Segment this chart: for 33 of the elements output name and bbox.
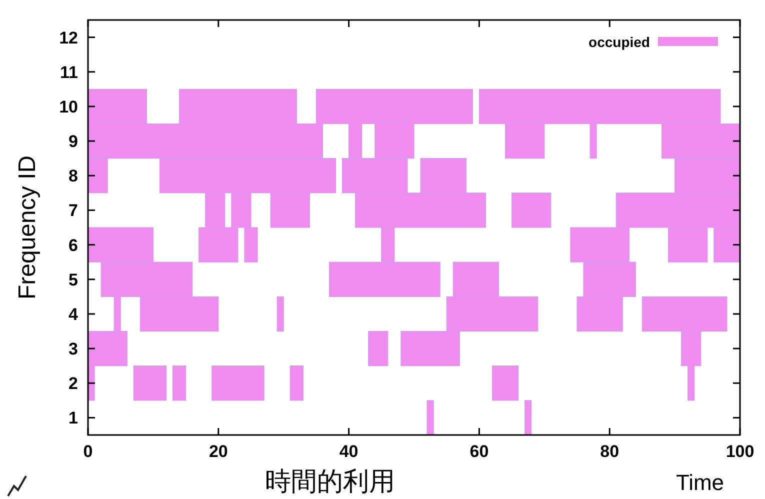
text: 時間的利用 (265, 466, 395, 496)
x-tick-label: 100 (726, 442, 754, 461)
bar (426, 400, 434, 436)
bar (212, 366, 264, 401)
bar (512, 192, 552, 228)
bar (276, 296, 284, 332)
bar (290, 366, 304, 401)
y-tick-label: 5 (68, 270, 78, 290)
x-tick-label: 40 (339, 442, 358, 461)
x-tick-label: 60 (470, 442, 489, 461)
legend-label: occupied (588, 34, 650, 50)
y-tick-label: 9 (68, 132, 78, 152)
x-axis-title: Time (676, 470, 724, 495)
y-tick-label: 11 (60, 62, 78, 82)
y-tick-label: 4 (68, 304, 79, 324)
y-tick-label: 10 (59, 97, 78, 116)
y-tick-label: 7 (68, 201, 78, 220)
x-tick-label: 80 (600, 442, 620, 461)
x-tick-label: 20 (208, 442, 228, 461)
bar (133, 366, 167, 401)
bar (492, 366, 519, 401)
y-tick-label: 2 (68, 374, 78, 394)
y-tick-label: 12 (59, 28, 78, 48)
legend: occupied (588, 34, 718, 50)
y-axis-title: Frequency ID (14, 155, 41, 300)
bar (172, 366, 186, 401)
bar (524, 400, 532, 436)
x-tick-label: 0 (83, 442, 93, 461)
y-tick-label: 1 (68, 408, 78, 428)
y-tick-label: 8 (68, 166, 78, 186)
y-tick-label: 3 (68, 340, 78, 359)
y-tick-label: 6 (68, 236, 78, 255)
bar (368, 330, 388, 366)
